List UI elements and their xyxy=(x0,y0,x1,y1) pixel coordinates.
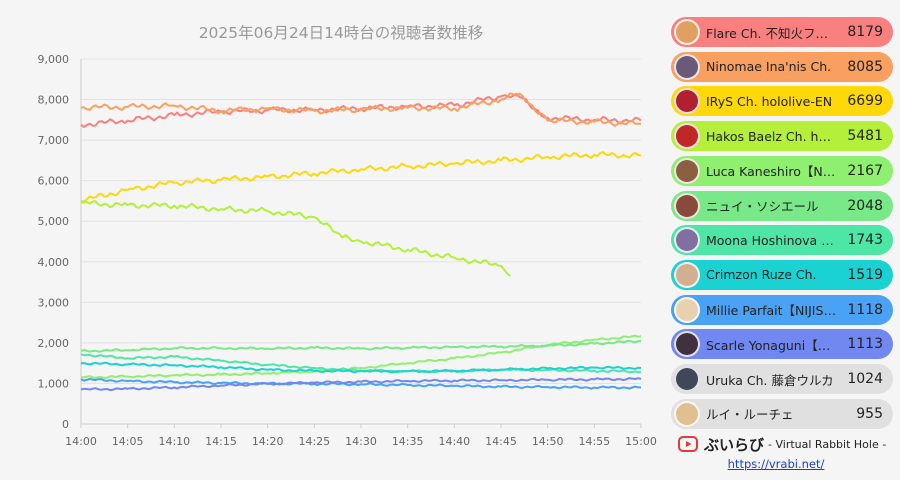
channel-avatar xyxy=(674,19,700,45)
brand-row: ぶいらび - Virtual Rabbit Hole - xyxy=(676,432,896,456)
x-tick-label: 14:20 xyxy=(252,435,284,448)
channel-avatar xyxy=(674,261,700,288)
y-tick-label: 2,000 xyxy=(38,337,70,350)
series-line-6 xyxy=(80,339,642,353)
chart-title: 2025年06月24日14時台の視聴者数推移 xyxy=(199,24,484,42)
ranking-entry[interactable]: Crimzon Ruze Ch. 1519 xyxy=(671,259,893,290)
brand-name: ぶいらび xyxy=(704,435,765,454)
channel-avatar xyxy=(674,53,700,80)
y-tick-label: 1,000 xyxy=(38,377,70,390)
channel-avatar xyxy=(674,400,700,427)
ranking-entry[interactable]: IRyS Ch. hololive-EN 6699 xyxy=(671,86,893,117)
viewer-count: 955 xyxy=(856,405,883,422)
ranking-entry[interactable]: ルイ・ルーチェ 955 xyxy=(671,398,893,429)
x-tick-label: 14:55 xyxy=(578,435,610,448)
x-tick-label: 14:15 xyxy=(205,435,237,448)
ranking-entry[interactable]: Hakos Baelz Ch. hololive-EN 5481 xyxy=(671,121,893,152)
channel-name: Millie Parfait【NIJISANJI EN】 xyxy=(706,303,837,319)
y-tick-label: 8,000 xyxy=(38,94,70,107)
channel-name: Flare Ch. 不知火フレア xyxy=(706,25,837,41)
viewer-count: 1118 xyxy=(847,301,883,318)
ranking-entry[interactable]: Scarle Yonaguni【NIJISANJI EN】 1113 xyxy=(671,329,893,360)
viewer-count: 1743 xyxy=(847,232,883,249)
ranking-entry[interactable]: ニュイ・ソシエール 2048 xyxy=(671,190,893,221)
channel-avatar xyxy=(674,123,700,150)
y-tick-label: 6,000 xyxy=(38,175,70,188)
ranking-entry[interactable]: Uruka Ch. 藤倉ウルカ 1024 xyxy=(671,364,893,394)
x-axis-tick-labels: 14:00 14:05 14:10 14:15 14:20 14:25 14:30 14:35… xyxy=(65,435,657,448)
series-line-8 xyxy=(80,361,642,374)
x-tick-label: 14:05 xyxy=(112,435,144,448)
play-logo-icon xyxy=(678,436,698,452)
channel-avatar xyxy=(674,192,700,219)
ranking-entry[interactable]: Flare Ch. 不知火フレア 8179 xyxy=(671,17,893,47)
channel-name: Moona Hoshinova hololive-ID xyxy=(706,232,837,248)
viewer-count: 8085 xyxy=(847,58,883,75)
ranking-entry[interactable]: Ninomae Ina'nis Ch. 8085 xyxy=(671,51,893,82)
channel-name: Crimzon Ruze Ch. xyxy=(706,267,817,283)
channel-name: Scarle Yonaguni【NIJISANJI EN】 xyxy=(706,337,837,353)
y-tick-label: 9,000 xyxy=(38,53,70,66)
x-tick-label: 14:10 xyxy=(158,435,190,448)
x-tick-label: 14:25 xyxy=(298,435,330,448)
series-line-3 xyxy=(80,151,642,204)
x-tick-label: 14:50 xyxy=(532,435,564,448)
chart-gridlines xyxy=(80,58,642,428)
viewer-count: 6699 xyxy=(847,93,883,110)
channel-name: Ninomae Ina'nis Ch. xyxy=(706,59,832,75)
y-tick-label: 7,000 xyxy=(38,134,70,147)
site-link[interactable]: https://vrabi.net/ xyxy=(727,457,825,471)
channel-avatar xyxy=(674,157,700,184)
chart-series-lines xyxy=(80,92,642,392)
channel-avatar xyxy=(674,331,700,358)
y-axis-tick-labels: 0 1,000 2,000 3,000 4,000 5,000 6,000 7,000 8,00… xyxy=(38,53,70,431)
viewer-count: 2048 xyxy=(847,197,883,214)
ranking-entry[interactable]: Millie Parfait【NIJISANJI EN】 1118 xyxy=(671,294,893,325)
channel-name: Uruka Ch. 藤倉ウルカ xyxy=(706,372,834,388)
site-footer: ぶいらび - Virtual Rabbit Hole - https://vra… xyxy=(676,432,896,480)
ranking-entry[interactable]: Moona Hoshinova hololive-ID 1743 xyxy=(671,225,893,256)
viewer-count: 1519 xyxy=(847,266,883,283)
channel-name: Hakos Baelz Ch. hololive-EN xyxy=(706,128,837,144)
ranking-list: Flare Ch. 不知火フレア 8179 Ninomae Ina'nis Ch. 8… xyxy=(671,17,898,442)
y-tick-label: 4,000 xyxy=(38,256,70,269)
channel-avatar xyxy=(674,366,700,392)
y-tick-label: 3,000 xyxy=(38,296,70,309)
channel-avatar xyxy=(674,88,700,115)
viewer-count: 8179 xyxy=(847,24,883,40)
channel-avatar xyxy=(674,227,700,254)
series-line-9 xyxy=(80,377,642,390)
channel-name: ニュイ・ソシエール xyxy=(706,199,819,214)
series-line-4 xyxy=(80,199,511,277)
x-tick-label: 14:40 xyxy=(438,435,470,448)
y-tick-label: 5,000 xyxy=(38,215,70,228)
y-tick-label: 0 xyxy=(62,418,69,431)
channel-name: ルイ・ルーチェ xyxy=(706,407,794,423)
series-line-10 xyxy=(80,377,642,392)
brand-tagline: - Virtual Rabbit Hole - xyxy=(768,437,887,451)
x-tick-label: 14:00 xyxy=(65,435,97,448)
viewer-count: 5481 xyxy=(847,128,883,145)
channel-avatar xyxy=(674,296,700,323)
x-tick-label: 15:00 xyxy=(625,435,657,448)
ranking-entry[interactable]: Luca Kaneshiro【NIJISANJI EN】 2167 xyxy=(671,155,893,186)
viewer-count-chart: 2025年06月24日14時台の視聴者数推移 0 1,000 2,000 3,000 4… xyxy=(38,24,657,448)
channel-name: IRyS Ch. hololive-EN xyxy=(706,93,833,109)
x-tick-label: 14:35 xyxy=(392,435,424,448)
viewer-count: 1113 xyxy=(847,336,883,353)
x-tick-label: 14:45 xyxy=(485,435,517,448)
viewer-count: 1024 xyxy=(847,371,883,387)
channel-name: Luca Kaneshiro【NIJISANJI EN】 xyxy=(706,164,837,180)
viewer-count: 2167 xyxy=(847,162,883,179)
x-tick-label: 14:30 xyxy=(345,435,377,448)
series-line-2 xyxy=(80,92,642,127)
